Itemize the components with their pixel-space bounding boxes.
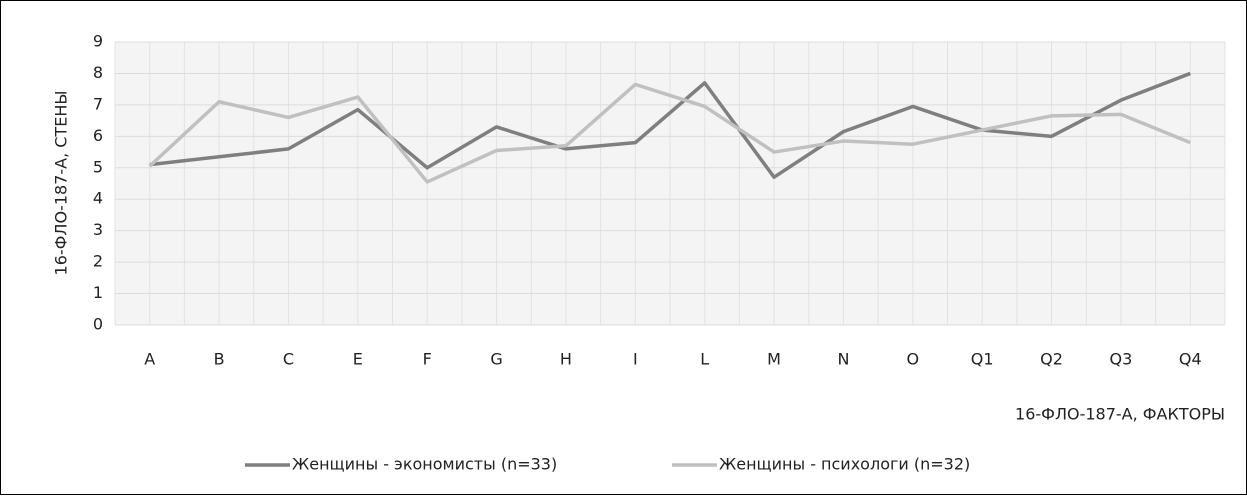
x-axis-title: 16-ФЛО-187-А, ФАКТОРЫ [1015, 405, 1225, 424]
y-tick-label: 8 [93, 63, 103, 82]
y-axis-title: 16-ФЛО-187-А, СТЕНЫ [52, 91, 71, 276]
x-tick-label: A [144, 350, 155, 369]
y-tick-label: 4 [93, 189, 103, 208]
y-tick-label: 1 [93, 283, 103, 302]
x-tick-label: E [353, 350, 363, 369]
x-tick-label: B [214, 350, 225, 369]
legend-label: Женщины - экономисты (n=33) [292, 455, 557, 474]
y-tick-label: 3 [93, 220, 103, 239]
legend-label: Женщины - психологи (n=32) [719, 455, 970, 474]
x-tick-label: Q3 [1110, 350, 1133, 369]
x-tick-label: M [767, 350, 781, 369]
x-tick-label: I [633, 350, 638, 369]
x-tick-label: L [700, 350, 709, 369]
x-tick-label: G [490, 350, 502, 369]
x-tick-label: F [423, 350, 432, 369]
series-line [149, 71, 1191, 179]
x-tick-label: N [837, 350, 849, 369]
x-tick-label: O [907, 350, 920, 369]
x-tick-label: C [283, 350, 294, 369]
y-tick-label: 0 [93, 315, 103, 334]
y-tick-label: 7 [93, 94, 103, 113]
x-tick-label: Q4 [1179, 350, 1202, 369]
x-tick-label: Q2 [1040, 350, 1063, 369]
y-tick-label: 6 [93, 126, 103, 145]
x-tick-label: Q1 [971, 350, 994, 369]
y-tick-label: 2 [93, 252, 103, 271]
series-line [148, 82, 1191, 184]
y-tick-label: 5 [93, 157, 103, 176]
y-tick-label: 9 [93, 32, 103, 51]
x-tick-label: H [560, 350, 572, 369]
